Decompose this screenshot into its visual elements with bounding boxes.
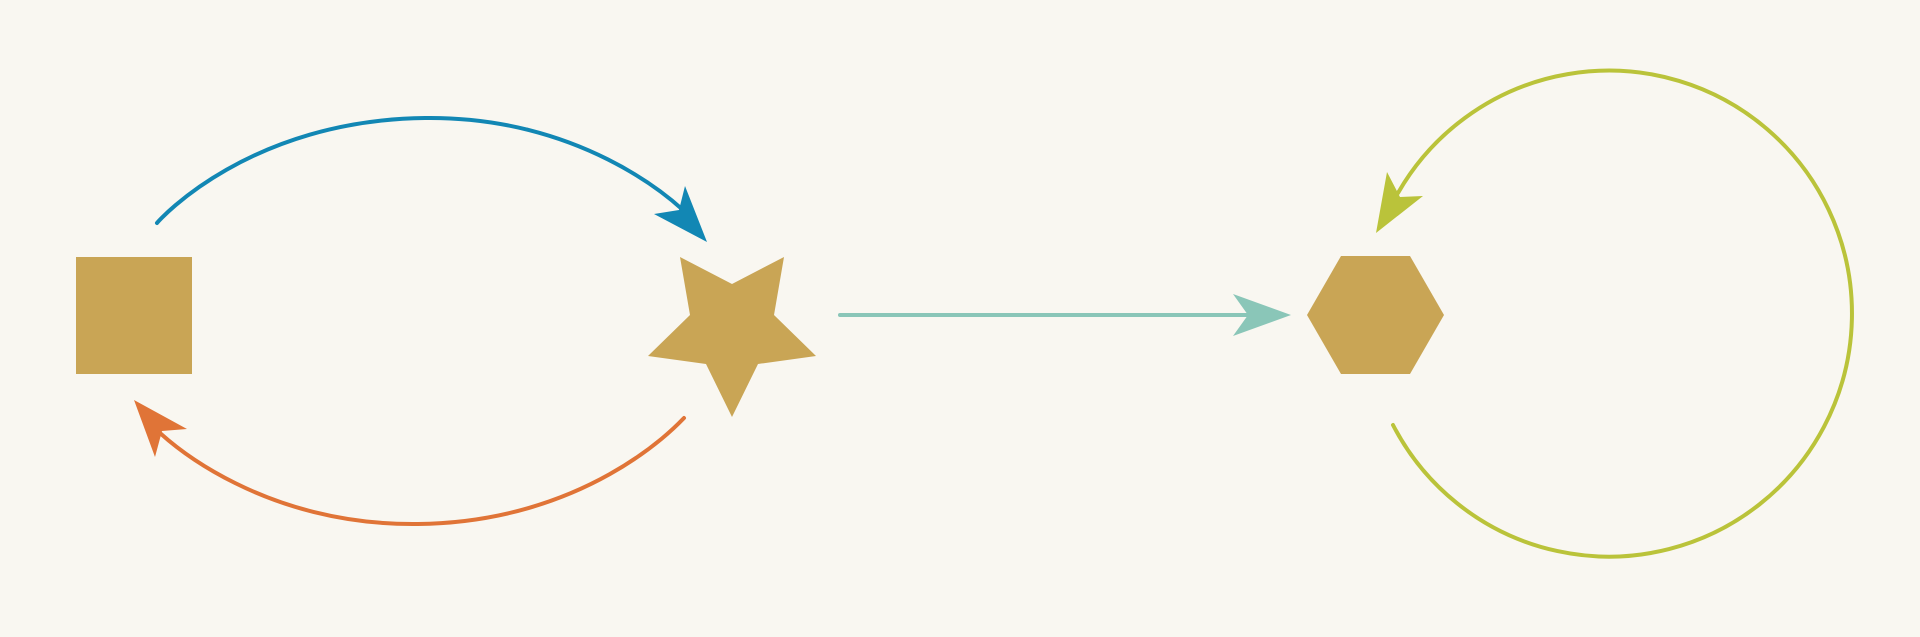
star-node[interactable] [648,257,816,417]
edge-hexagon-self-loop [1376,68,1854,559]
square-node[interactable] [76,257,192,374]
edge-square-to-star [155,115,707,242]
arrowhead [134,400,187,457]
hexagon-node[interactable] [1307,256,1444,374]
edge-line [1391,68,1854,559]
edge-star-to-square [134,400,686,527]
edge-line [155,115,685,225]
edge-star-to-hexagon [838,294,1291,336]
arrowhead [1376,172,1423,233]
edge-line [158,416,686,527]
arrowhead [654,186,707,242]
arrowhead [1233,294,1291,336]
